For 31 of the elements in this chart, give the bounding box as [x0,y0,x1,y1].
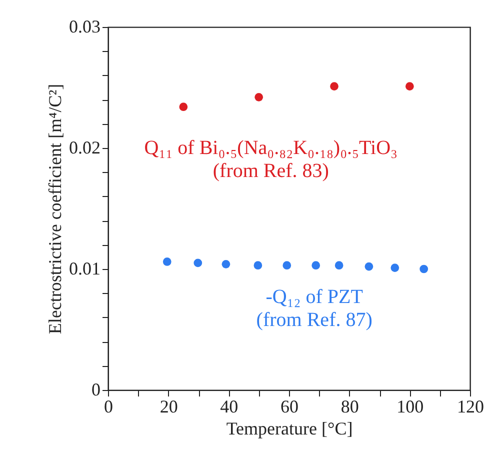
point [194,258,202,268]
x-tick-label: 0 [104,396,113,416]
y-tick-label: 0.03 [69,16,100,36]
x-tick-label: 100 [396,396,424,416]
y-tick-label: 0.01 [69,258,100,278]
x-axis-title: Temperature [°C] [226,418,353,438]
x-tick-label: 80 [340,396,359,416]
point [222,260,230,268]
annotation: (from Ref. 83) [212,160,329,182]
point [330,82,338,90]
x-tick-label: 120 [457,396,484,416]
point [364,262,374,271]
series-label: -Q₁₂ of PZT [266,286,363,308]
point [420,264,428,274]
point [254,261,262,270]
y-tick-label: 0.02 [69,138,100,158]
x-tick-label: 60 [280,396,298,416]
point [390,264,400,272]
point [312,261,320,270]
x-tick-label: 40 [220,396,238,416]
point [179,102,188,112]
y-axis-title: Electrostrictive coefficient [m⁴/C²] [45,84,65,334]
x-tick-label: 20 [160,396,178,416]
point [405,82,414,90]
annotation: (from Ref. 87) [256,309,372,331]
point [254,93,264,102]
text: Q₁₁ of Bi₀.₅(Na₀.₈₂K₀.₁₈)₀.₅TiO₃ [144,137,398,159]
point [334,261,344,270]
point [282,261,292,270]
y-tick-label: 0 [92,380,100,400]
point [162,258,172,266]
